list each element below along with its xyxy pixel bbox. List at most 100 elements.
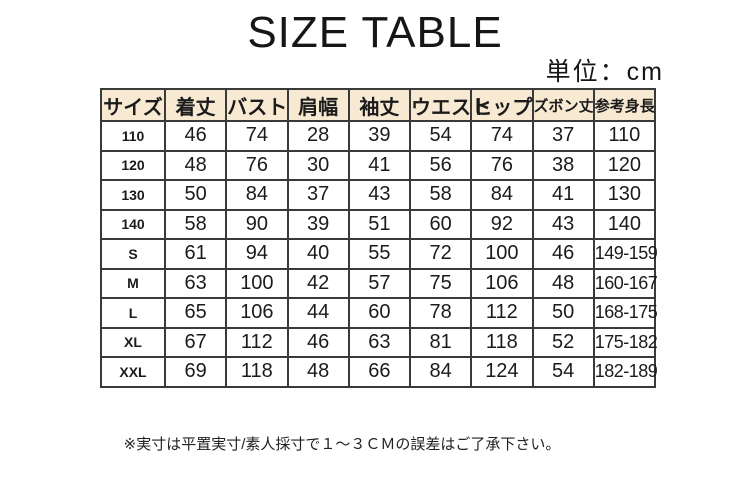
data-cell: 48: [163, 149, 228, 181]
data-cell: 118: [470, 326, 534, 358]
data-cell: 112: [225, 326, 289, 358]
size-label-cell: XXL: [100, 356, 166, 388]
size-label-cell: L: [100, 297, 166, 329]
data-cell: 106: [225, 297, 289, 329]
data-cell: 50: [163, 179, 228, 211]
data-cell: 66: [347, 356, 412, 388]
data-cell: 84: [470, 179, 534, 211]
data-cell: 46: [163, 120, 228, 152]
header-row: サイズ 着丈 バスト 肩幅 袖丈 ウエスト ヒップ ズボン丈 参考身長: [100, 88, 657, 122]
data-cell: 63: [347, 326, 412, 358]
data-cell: 61: [163, 238, 228, 270]
data-cell: 54: [531, 356, 595, 388]
data-cell: 175-182: [592, 326, 658, 358]
header-cell-7: ズボン丈: [531, 88, 595, 122]
data-cell: 106: [470, 267, 534, 299]
data-cell: 160-167: [592, 267, 658, 299]
data-cell: 28: [286, 120, 350, 152]
size-label-cell: 120: [100, 149, 166, 181]
table-row-L: L 65 106 44 60 78 112 50 168-175: [100, 297, 658, 329]
data-cell: 41: [531, 179, 595, 211]
table-row-XL: XL 67 112 46 63 81 118 52 175-182: [100, 326, 658, 358]
data-cell: 46: [531, 238, 595, 270]
measurement-note: ※実寸は平置実寸/素人採寸で１～３ＣＭの誤差はご了承下さい。: [123, 436, 561, 453]
data-cell: 57: [347, 267, 412, 299]
data-cell: 56: [408, 149, 473, 181]
data-cell: 100: [225, 267, 289, 299]
table-body: 110 46 74 28 39 54 74 37 110 120 48 76 30 41 56 76 38 120…: [100, 120, 658, 388]
data-cell: 84: [408, 356, 473, 388]
data-cell: 94: [225, 238, 289, 270]
header-cell-8: 参考身長: [592, 88, 657, 122]
data-cell: 140: [592, 208, 657, 240]
data-cell: 90: [225, 208, 289, 240]
data-cell: 100: [470, 238, 534, 270]
table-row-130: 130 50 84 37 43 58 84 41 130: [100, 179, 657, 211]
data-cell: 75: [408, 267, 473, 299]
data-cell: 48: [531, 267, 595, 299]
table-header: サイズ 着丈 バスト 肩幅 袖丈 ウエスト ヒップ ズボン丈 参考身長: [100, 88, 657, 122]
data-cell: 72: [408, 238, 473, 270]
data-cell: 124: [470, 356, 534, 388]
size-table: サイズ 着丈 バスト 肩幅 袖丈 ウエスト ヒップ ズボン丈 参考身長 110 46 74 28 39 5…: [100, 88, 658, 388]
data-cell: 39: [286, 208, 350, 240]
data-cell: 43: [347, 179, 412, 211]
data-cell: 110: [592, 120, 657, 152]
size-label-cell: XL: [100, 326, 166, 358]
data-cell: 55: [347, 238, 412, 270]
data-cell: 120: [592, 149, 657, 181]
header-cell-3: 肩幅: [286, 88, 350, 122]
data-cell: 168-175: [592, 297, 658, 329]
data-cell: 67: [163, 326, 228, 358]
data-cell: 69: [163, 356, 228, 388]
table-row-140: 140 58 90 39 51 60 92 43 140: [100, 208, 657, 240]
size-label-cell: S: [100, 238, 166, 270]
data-cell: 37: [531, 120, 595, 152]
size-label-cell: 110: [100, 120, 166, 152]
data-cell: 50: [531, 297, 595, 329]
data-cell: 51: [347, 208, 412, 240]
data-cell: 78: [408, 297, 473, 329]
table-row-120: 120 48 76 30 41 56 76 38 120: [100, 149, 657, 181]
table-row-XXL: XXL 69 118 48 66 84 124 54 182-189: [100, 356, 658, 388]
data-cell: 74: [470, 120, 534, 152]
size-label-cell: 130: [100, 179, 166, 211]
table-row-110: 110 46 74 28 39 54 74 37 110: [100, 120, 657, 152]
table-row-S: S 61 94 40 55 72 100 46 149-159: [100, 238, 658, 270]
data-cell: 182-189: [592, 356, 658, 388]
data-cell: 40: [286, 238, 350, 270]
table-row-M: M 63 100 42 57 75 106 48 160-167: [100, 267, 658, 299]
data-cell: 58: [163, 208, 228, 240]
header-cell-1: 着丈: [163, 88, 228, 122]
unit-label: 単位：cm: [545, 58, 664, 86]
data-cell: 58: [408, 179, 473, 211]
data-cell: 38: [531, 149, 595, 181]
data-cell: 60: [408, 208, 473, 240]
data-cell: 52: [531, 326, 595, 358]
data-cell: 63: [163, 267, 228, 299]
size-label-cell: 140: [100, 208, 166, 240]
data-cell: 37: [286, 179, 350, 211]
data-cell: 81: [408, 326, 473, 358]
header-cell-2: バスト: [225, 88, 289, 122]
data-cell: 48: [286, 356, 350, 388]
header-cell-0: サイズ: [100, 88, 166, 122]
data-cell: 149-159: [592, 238, 658, 270]
data-cell: 92: [470, 208, 534, 240]
data-cell: 39: [347, 120, 412, 152]
data-cell: 74: [225, 120, 289, 152]
data-cell: 84: [225, 179, 289, 211]
data-cell: 130: [592, 179, 657, 211]
data-cell: 43: [531, 208, 595, 240]
data-cell: 112: [470, 297, 534, 329]
data-cell: 76: [470, 149, 534, 181]
data-cell: 30: [286, 149, 350, 181]
page-title: SIZE TABLE: [247, 8, 503, 57]
data-cell: 46: [286, 326, 350, 358]
data-cell: 42: [286, 267, 350, 299]
data-cell: 76: [225, 149, 289, 181]
size-label-cell: M: [100, 267, 166, 299]
data-cell: 118: [225, 356, 289, 388]
data-cell: 44: [286, 297, 350, 329]
data-cell: 54: [408, 120, 473, 152]
